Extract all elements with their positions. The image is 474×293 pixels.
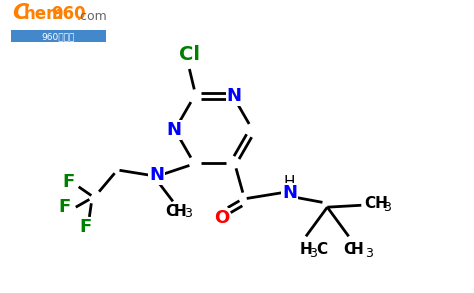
Text: H: H	[351, 242, 364, 258]
Text: N: N	[149, 166, 164, 184]
Text: CH: CH	[364, 196, 388, 211]
Text: F: F	[79, 218, 91, 236]
Text: H: H	[300, 242, 312, 258]
Text: H: H	[173, 204, 186, 219]
Text: N: N	[282, 184, 297, 202]
FancyBboxPatch shape	[11, 15, 108, 42]
FancyBboxPatch shape	[11, 30, 106, 42]
Text: F: F	[63, 173, 75, 191]
Text: C: C	[165, 204, 176, 219]
Text: 3: 3	[309, 247, 317, 260]
Text: 3: 3	[184, 207, 192, 221]
Text: 3: 3	[365, 247, 373, 260]
Text: .com: .com	[77, 10, 108, 23]
Text: N: N	[227, 87, 242, 105]
Text: O: O	[214, 209, 229, 227]
Text: hem: hem	[23, 5, 64, 23]
Text: C: C	[343, 242, 354, 258]
Text: N: N	[166, 121, 182, 139]
Text: F: F	[58, 198, 70, 216]
Text: 960: 960	[52, 5, 86, 23]
Text: Cl: Cl	[179, 45, 200, 64]
Text: 3: 3	[383, 201, 391, 214]
Text: C: C	[316, 242, 327, 258]
Text: C: C	[12, 3, 28, 23]
Text: H: H	[284, 176, 295, 190]
Text: 960化工网: 960化工网	[42, 32, 75, 41]
